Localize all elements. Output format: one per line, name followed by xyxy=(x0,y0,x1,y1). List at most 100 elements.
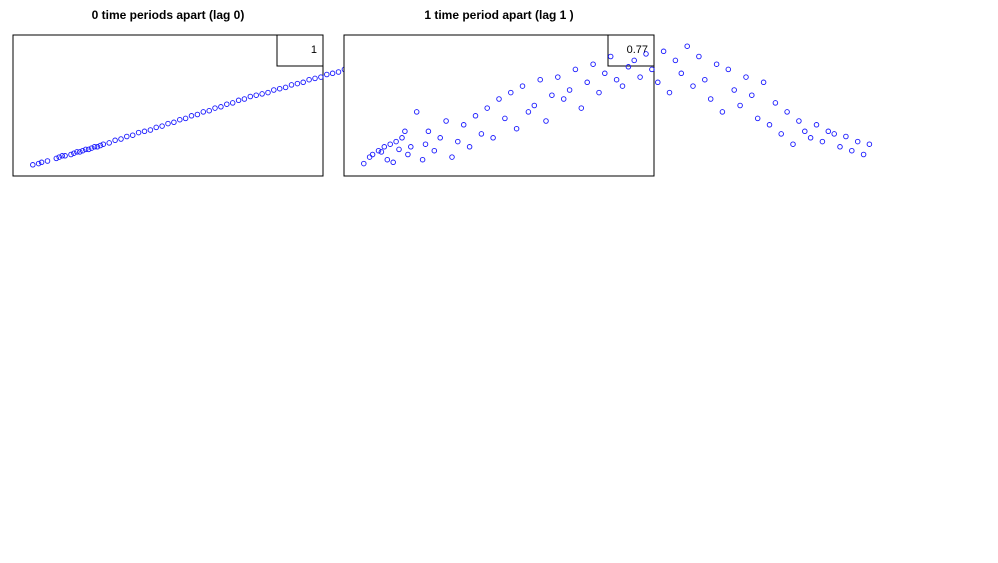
data-point xyxy=(100,141,107,147)
data-point xyxy=(543,118,549,124)
data-point xyxy=(737,102,743,109)
data-point xyxy=(129,132,136,138)
data-point xyxy=(224,101,230,107)
data-point xyxy=(513,125,520,132)
data-point xyxy=(778,131,784,137)
data-point xyxy=(56,154,62,160)
data-point xyxy=(584,79,590,86)
panel-title: 0 time periods apart (lag 0) xyxy=(92,8,245,22)
data-point xyxy=(253,92,259,98)
data-point xyxy=(82,146,89,153)
data-point xyxy=(837,144,843,150)
data-point xyxy=(649,66,655,73)
data-point xyxy=(399,135,405,141)
data-point xyxy=(455,138,461,145)
data-point xyxy=(666,89,673,96)
data-point xyxy=(496,96,502,102)
data-point xyxy=(300,79,306,86)
data-point xyxy=(854,138,861,145)
data-point xyxy=(182,115,189,122)
data-point xyxy=(690,83,696,89)
lag-panel: 1 time period apart (lag 1 ) 0.77 xyxy=(343,8,873,177)
data-point xyxy=(288,82,295,88)
data-point xyxy=(402,128,408,135)
data-point xyxy=(422,141,429,147)
data-point xyxy=(619,83,626,89)
data-point xyxy=(59,153,65,159)
data-point xyxy=(71,150,77,156)
data-point xyxy=(678,70,685,77)
data-point xyxy=(135,129,142,136)
data-point xyxy=(431,147,438,154)
data-point xyxy=(825,128,832,135)
data-point xyxy=(62,153,68,159)
data-point xyxy=(749,92,755,98)
data-point xyxy=(760,79,767,86)
data-point xyxy=(361,160,367,167)
data-point xyxy=(572,66,579,73)
data-point xyxy=(318,74,324,80)
data-point xyxy=(490,135,496,141)
data-point xyxy=(731,87,737,93)
data-point xyxy=(94,144,101,150)
plot-frame xyxy=(343,34,655,177)
data-point xyxy=(206,107,212,114)
data-point xyxy=(866,141,873,147)
data-point xyxy=(508,89,514,96)
data-point xyxy=(247,93,254,100)
data-point xyxy=(772,100,779,106)
data-point xyxy=(596,89,602,96)
data-point xyxy=(106,140,112,146)
correlation-box xyxy=(276,34,324,67)
data-point xyxy=(590,61,596,67)
correlation-label: 0.77 xyxy=(627,44,648,56)
data-point xyxy=(200,109,207,115)
data-point xyxy=(124,133,130,140)
data-point xyxy=(719,109,726,115)
data-point xyxy=(460,122,467,128)
data-point xyxy=(566,87,573,93)
data-point xyxy=(396,146,402,153)
data-point xyxy=(419,156,426,163)
data-point xyxy=(381,144,388,150)
data-point xyxy=(53,155,60,162)
data-point xyxy=(502,115,508,122)
data-point xyxy=(743,74,749,80)
data-point xyxy=(306,76,312,83)
data-point xyxy=(312,75,318,82)
data-point xyxy=(390,159,396,166)
data-point xyxy=(271,87,277,93)
data-point xyxy=(177,116,183,123)
data-point xyxy=(259,91,265,97)
data-point xyxy=(229,100,236,106)
data-point xyxy=(77,149,83,155)
data-point xyxy=(378,149,385,155)
data-point xyxy=(702,76,708,83)
data-point xyxy=(519,83,526,89)
data-point xyxy=(537,76,543,83)
data-point xyxy=(74,149,80,155)
data-point xyxy=(549,92,555,98)
data-point xyxy=(849,147,855,154)
data-point xyxy=(525,109,532,115)
data-point xyxy=(375,147,382,154)
data-point xyxy=(472,113,479,119)
data-point xyxy=(30,162,36,168)
data-point xyxy=(188,113,195,119)
data-point xyxy=(707,96,714,102)
data-point xyxy=(276,85,283,92)
data-point xyxy=(159,123,165,129)
data-point xyxy=(335,69,342,75)
data-point xyxy=(807,135,814,141)
data-point xyxy=(613,76,620,83)
data-point xyxy=(802,128,808,135)
data-point xyxy=(443,118,449,124)
data-point xyxy=(696,53,702,60)
data-point xyxy=(393,138,399,145)
data-point xyxy=(602,70,608,77)
data-point xyxy=(578,105,585,111)
data-point xyxy=(171,119,177,126)
data-point xyxy=(97,142,104,149)
data-point xyxy=(813,122,820,128)
